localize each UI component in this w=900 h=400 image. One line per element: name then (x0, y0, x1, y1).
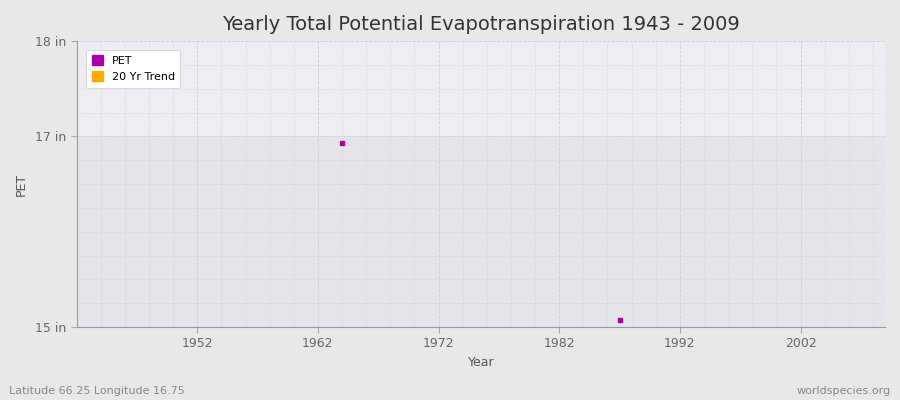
Bar (76, 41, 885, 136)
Text: worldspecies.org: worldspecies.org (796, 386, 891, 396)
Title: Yearly Total Potential Evapotranspiration 1943 - 2009: Yearly Total Potential Evapotranspiratio… (222, 15, 740, 34)
Y-axis label: PET: PET (15, 172, 28, 196)
Legend: PET, 20 Yr Trend: PET, 20 Yr Trend (86, 50, 180, 88)
X-axis label: Year: Year (467, 356, 494, 369)
Text: Latitude 66.25 Longitude 16.75: Latitude 66.25 Longitude 16.75 (9, 386, 184, 396)
Bar (76, 136, 885, 327)
